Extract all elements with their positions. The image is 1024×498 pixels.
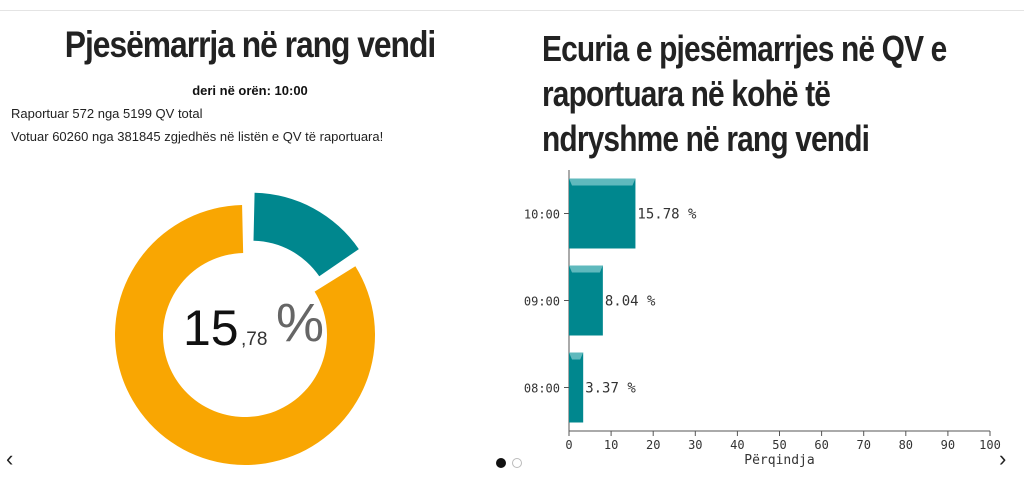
bar-value-label: 3.37 %	[585, 381, 636, 397]
y-tick-label: 08:00	[524, 382, 560, 396]
bar-08:00	[569, 352, 584, 423]
bar-09:00	[569, 265, 603, 336]
turnout-title: Pjesëmarrja në rang vendi	[64, 24, 436, 65]
title-line-3: ndryshme në rang vendi	[542, 118, 870, 159]
donut-percent-integer: 15	[183, 300, 239, 356]
y-tick-label: 10:00	[524, 208, 560, 222]
voters-text: Votuar 60260 nga 381845 zgjedhës në list…	[11, 129, 384, 144]
prev-slide-arrow-icon[interactable]: ‹	[6, 446, 14, 471]
title-line-2: raportuara në kohë të	[542, 73, 831, 114]
progress-chart-title: Ecuria e pjesëmarrjes në QV e raportuara…	[542, 26, 1007, 161]
bar-value-label: 8.04 %	[605, 294, 656, 310]
turnout-donut-chart: 15 ,78 %	[115, 192, 376, 465]
y-tick-label: 09:00	[524, 295, 560, 309]
x-tick-label: 70	[856, 438, 870, 452]
x-tick-label: 90	[941, 438, 955, 452]
x-axis-label: Përqindja	[744, 453, 814, 468]
slide-dot-2[interactable]	[512, 458, 522, 468]
bar-10:00	[569, 178, 636, 249]
x-tick-label: 0	[565, 438, 572, 452]
title-line-1: Ecuria e pjesëmarrjes në QV e	[542, 28, 947, 69]
slide-dot-1[interactable]	[496, 458, 506, 468]
bar-value-label: 15.78 %	[637, 207, 697, 223]
donut-percent-sign: %	[276, 293, 324, 353]
x-tick-label: 10	[604, 438, 618, 452]
donut-percent-decimal: ,78	[241, 329, 267, 350]
x-tick-label: 30	[688, 438, 702, 452]
donut-segment-turnout	[253, 192, 359, 277]
x-tick-label: 50	[772, 438, 786, 452]
next-slide-arrow-icon[interactable]: ›	[999, 446, 1007, 471]
bar-highlight-09:00	[569, 265, 603, 273]
donut-segment-remaining	[115, 205, 376, 465]
reported-stations-text: Raportuar 572 nga 5199 QV total	[11, 106, 203, 121]
x-tick-label: 100	[979, 438, 1001, 452]
bar-highlight-08:00	[569, 352, 584, 360]
progress-bar-chart: 10:00 15.78 % 09:00 8.04 % 08:00 3.37 % 0 10 20 3…	[524, 170, 1001, 468]
x-tick-label: 80	[899, 438, 913, 452]
time-subtitle: deri në orën: 10:00	[192, 83, 308, 98]
x-tick-label: 40	[730, 438, 744, 452]
x-tick-label: 20	[646, 438, 660, 452]
top-divider	[0, 10, 1024, 11]
x-tick-label: 60	[814, 438, 828, 452]
bar-highlight-10:00	[569, 178, 636, 186]
